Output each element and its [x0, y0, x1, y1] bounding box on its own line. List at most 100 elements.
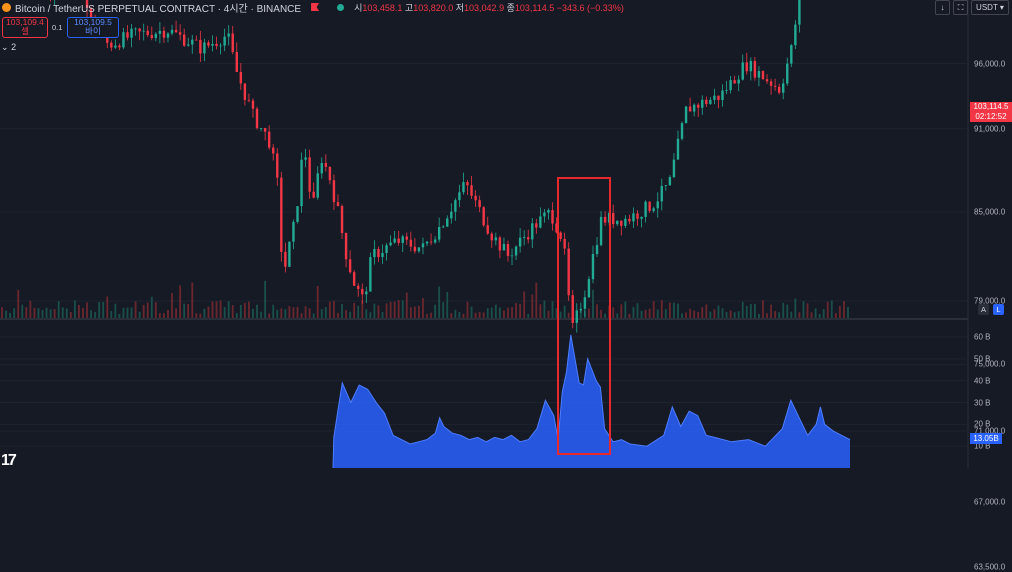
- price-axis-label: 63,500.0: [974, 562, 1006, 572]
- candle-body: [413, 246, 417, 252]
- volume-bar: [45, 307, 48, 318]
- candle-body: [85, 0, 89, 9]
- download-icon[interactable]: ↓: [935, 0, 950, 15]
- candle-body: [474, 195, 477, 201]
- indicators-toggle[interactable]: ⌄ 2: [1, 42, 16, 53]
- candle-body: [620, 220, 623, 226]
- candle-body: [300, 159, 303, 207]
- candle-body: [361, 288, 364, 295]
- volume-bar: [668, 302, 671, 318]
- volume-bar: [349, 311, 352, 318]
- candle-body: [790, 45, 793, 64]
- volume-bar: [65, 308, 68, 318]
- candle-body: [697, 104, 700, 108]
- price-axis-label: 91,000.0: [974, 124, 1006, 134]
- candle-body: [656, 201, 659, 209]
- volume-bar: [847, 306, 849, 318]
- candle-body: [340, 205, 344, 234]
- volume-bar: [357, 305, 360, 318]
- candle-body: [437, 226, 441, 240]
- volume-bar: [531, 294, 534, 318]
- auto-scale-button[interactable]: A: [978, 304, 989, 315]
- volume-bar: [276, 309, 279, 318]
- volume-bar: [203, 308, 206, 318]
- volume-bar: [838, 305, 841, 318]
- candle-body: [373, 249, 376, 258]
- volume-bar: [393, 301, 396, 318]
- volume-bar: [268, 313, 271, 318]
- volume-bar: [146, 302, 149, 318]
- volume-bar: [636, 303, 639, 318]
- volume-bar: [312, 313, 315, 318]
- candle-body: [688, 106, 692, 112]
- candle-body: [470, 185, 473, 196]
- volume-bar: [523, 291, 526, 318]
- candle-body: [369, 257, 372, 292]
- close-value: 103,114.5: [514, 2, 555, 13]
- volume-bar: [61, 307, 64, 318]
- candle-body: [660, 185, 663, 202]
- volume-bar: [94, 312, 97, 318]
- volume-bar: [102, 301, 105, 318]
- volume-bar: [17, 289, 20, 318]
- candle-body: [138, 28, 141, 32]
- volume-bar: [543, 300, 546, 318]
- volume-bar: [114, 303, 117, 318]
- candle-body: [389, 242, 392, 246]
- volume-bar: [191, 282, 194, 318]
- volume-bar: [596, 304, 598, 318]
- log-scale-button[interactable]: L: [993, 304, 1004, 315]
- candle-body: [579, 308, 583, 311]
- volume-bar: [486, 308, 489, 318]
- candle-body: [417, 247, 421, 252]
- sell-button[interactable]: 103,109.4 셀: [2, 17, 48, 38]
- tradingview-logo[interactable]: 17: [1, 452, 17, 469]
- candle-body: [498, 237, 502, 251]
- volume-bar: [320, 309, 323, 318]
- volume-bar: [685, 312, 687, 318]
- volume-bar: [717, 305, 720, 318]
- candle-body: [385, 245, 388, 254]
- candle-body: [243, 83, 247, 100]
- price-chart[interactable]: [0, 0, 1012, 468]
- low-value: 103,042.9: [464, 2, 505, 13]
- volume-bar: [215, 301, 218, 318]
- volume-bar: [86, 302, 88, 318]
- volume-bar: [73, 300, 76, 318]
- flag-icon[interactable]: [311, 3, 320, 11]
- volume-bar: [592, 289, 594, 318]
- volume-bar: [729, 310, 732, 318]
- volume-bar: [385, 303, 388, 318]
- candle-body: [454, 200, 457, 212]
- candle-body: [211, 43, 214, 46]
- volume-bar: [458, 311, 461, 318]
- volume-bar: [126, 307, 129, 318]
- candle-body: [328, 166, 332, 181]
- symbol-title[interactable]: Bitcoin / TetherUS PERPETUAL CONTRACT · …: [15, 3, 302, 15]
- bitcoin-icon: [2, 2, 11, 12]
- candle-body: [478, 200, 481, 208]
- volume-axis-label: 10 B: [974, 441, 991, 451]
- candle-body: [235, 52, 238, 73]
- volume-bar: [843, 301, 845, 318]
- volume-bar: [163, 313, 165, 318]
- candle-body: [786, 63, 789, 84]
- candle-body: [502, 244, 506, 251]
- volume-bar: [600, 309, 602, 318]
- candle-body: [199, 39, 202, 54]
- candle-body: [591, 254, 595, 280]
- volume-bar: [555, 308, 558, 318]
- fullscreen-icon[interactable]: ⛶: [953, 0, 968, 15]
- volume-bar: [280, 308, 283, 318]
- volume-bar: [21, 304, 24, 318]
- candle-body: [531, 223, 534, 240]
- volume-bar: [579, 310, 582, 318]
- currency-select[interactable]: USDT ▾: [971, 0, 1009, 15]
- volume-bar: [98, 301, 101, 318]
- volume-bar: [640, 310, 643, 318]
- buy-button[interactable]: 103,109.5 바이: [67, 17, 119, 38]
- buy-price: 103,109.5: [74, 17, 112, 27]
- candle-body: [191, 39, 194, 45]
- candle-body: [312, 191, 315, 198]
- volume-bar: [535, 282, 538, 318]
